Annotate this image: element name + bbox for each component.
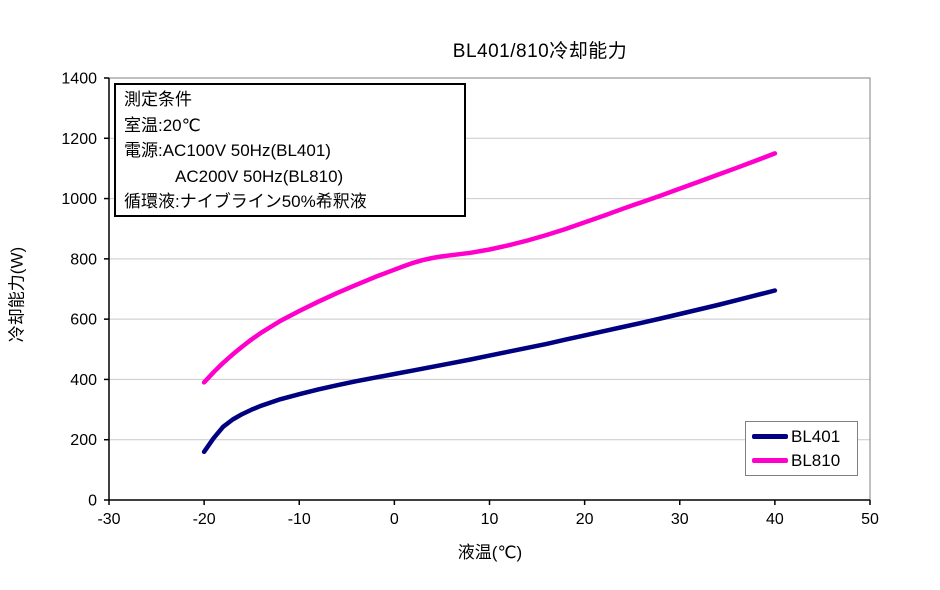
condition-line-coolant: 循環液:ナイブライン50%希釈液 <box>124 192 367 211</box>
x-axis-label: 液温(℃) <box>457 543 523 562</box>
y-tick-label-1000: 1000 <box>61 191 97 208</box>
x-tick-label-0: 0 <box>390 511 399 528</box>
y-tick-label-1400: 1400 <box>61 71 97 88</box>
y-axis-label: 冷却能力(W) <box>7 246 27 343</box>
x-tick-label-30: 30 <box>671 511 689 528</box>
y-tick-label-600: 600 <box>70 312 97 329</box>
y-tick-label-800: 800 <box>70 251 97 268</box>
x-tick-label-10: 10 <box>481 511 499 528</box>
condition-line-room-temp: 室温:20℃ <box>124 115 201 135</box>
legend-label-bl810: BL810 <box>791 450 841 470</box>
y-tick-label-1200: 1200 <box>61 131 97 148</box>
condition-line-power-2: AC200V 50Hz(BL810) <box>124 166 344 186</box>
x-tick-label-40: 40 <box>766 511 784 528</box>
y-tick-label-400: 400 <box>70 372 97 389</box>
condition-line-title: 測定条件 <box>124 90 192 109</box>
x-tick-label-20: 20 <box>576 511 594 528</box>
series-line-bl401 <box>201 288 778 455</box>
measurement-conditions-box: 測定条件 室温:20℃ 電源:AC100V 50Hz(BL401) AC200V… <box>114 83 466 217</box>
x-tick-label--30: -30 <box>97 511 120 528</box>
x-tick-label-50: 50 <box>861 511 879 528</box>
legend-swatch-bl401 <box>752 434 788 439</box>
y-tick-label-0: 0 <box>88 493 97 510</box>
legend-item-bl401: BL401 <box>752 427 851 447</box>
x-tick-label--20: -20 <box>193 511 216 528</box>
y-tick-label-200: 200 <box>70 432 97 449</box>
condition-line-power-1: 電源:AC100V 50Hz(BL401) <box>124 141 331 160</box>
legend-swatch-bl810 <box>752 458 788 463</box>
series-line-bl810 <box>201 151 778 385</box>
x-tick-label--10: -10 <box>288 511 311 528</box>
legend-label-bl401: BL401 <box>791 426 841 446</box>
legend-item-bl810: BL810 <box>752 451 851 471</box>
chart-title: BL401/810冷却能力 <box>452 41 628 62</box>
legend: BL401 BL810 <box>745 421 858 476</box>
